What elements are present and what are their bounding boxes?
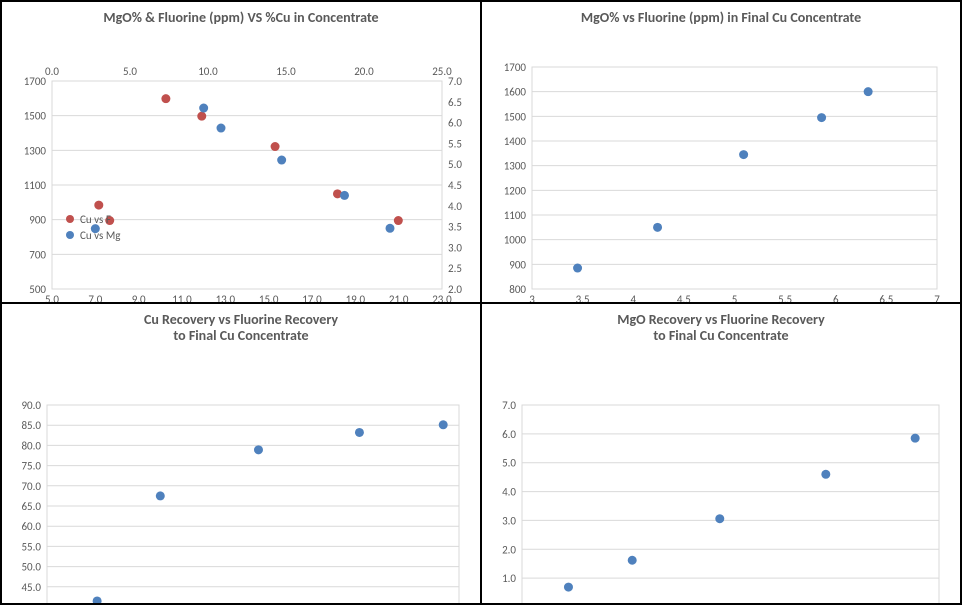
svg-text:4.0: 4.0	[448, 200, 462, 213]
svg-text:5.0: 5.0	[448, 158, 462, 171]
chart-plot-br: 0.01.02.03.04.05.06.07.00.01.02.03.04.05…	[482, 345, 960, 603]
svg-text:1300: 1300	[24, 144, 47, 157]
svg-text:5.5: 5.5	[448, 137, 462, 150]
svg-text:1500: 1500	[504, 110, 527, 123]
svg-text:75.0: 75.0	[21, 460, 41, 473]
svg-text:4.5: 4.5	[677, 293, 691, 302]
svg-text:3.0: 3.0	[502, 515, 516, 528]
svg-text:2.0: 2.0	[502, 543, 516, 556]
svg-text:25.0: 25.0	[432, 65, 452, 78]
svg-text:15.0: 15.0	[276, 65, 296, 78]
svg-text:4.0: 4.0	[502, 486, 516, 499]
svg-text:50.0: 50.0	[21, 561, 41, 574]
svg-text:0.0: 0.0	[502, 601, 516, 603]
chart-plot-bl: 40.0 45.0 50.0 55.0 60.0 65.0 70.0 75.0 80.0 85.0…	[2, 345, 480, 603]
svg-text:45.0: 45.0	[21, 581, 41, 594]
svg-text:500: 500	[29, 283, 46, 296]
svg-text:19.0: 19.0	[346, 293, 366, 302]
svg-text:5.0: 5.0	[45, 293, 59, 302]
svg-text:15.0: 15.0	[259, 293, 279, 302]
svg-text:3.5: 3.5	[576, 293, 590, 302]
svg-text:6.5: 6.5	[879, 293, 893, 302]
svg-text:3: 3	[529, 293, 535, 302]
svg-text:900: 900	[509, 258, 526, 271]
chart-title: MgO% vs Fluorine (ppm) in Final Cu Conce…	[482, 2, 960, 27]
svg-text:85.0: 85.0	[21, 419, 41, 432]
svg-text:5.0: 5.0	[123, 65, 137, 78]
svg-text:3.0: 3.0	[448, 241, 462, 254]
svg-text:5.5: 5.5	[778, 293, 792, 302]
svg-text:1700: 1700	[24, 75, 47, 88]
svg-text:7.0: 7.0	[88, 293, 102, 302]
svg-text:80.0: 80.0	[21, 439, 41, 452]
chart-plot-tr: 800 900 1000 1100 1200 1300 1400 1500 1600 1700 3 3…	[482, 27, 960, 302]
svg-text:3.5: 3.5	[448, 220, 462, 233]
svg-text:1000: 1000	[504, 233, 527, 246]
chart-title: Cu Recovery vs Fluorine Recovery to Fina…	[2, 304, 480, 346]
svg-text:6: 6	[833, 293, 839, 302]
chart-panel-br: MgO Recovery vs Fluorine Recovery to Fin…	[482, 304, 960, 604]
svg-text:13.0: 13.0	[216, 293, 236, 302]
svg-text:60.0: 60.0	[21, 520, 41, 533]
svg-text:700: 700	[29, 248, 46, 261]
chart-panel-tr: MgO% vs Fluorine (ppm) in Final Cu Conce…	[482, 2, 960, 302]
svg-text:1400: 1400	[504, 135, 527, 148]
svg-text:5.0: 5.0	[502, 457, 516, 470]
svg-text:0.0: 0.0	[45, 65, 59, 78]
svg-text:1100: 1100	[504, 209, 527, 222]
svg-text:5: 5	[732, 293, 738, 302]
svg-text:1500: 1500	[24, 109, 47, 122]
svg-text:900: 900	[29, 213, 46, 226]
svg-text:40.0: 40.0	[21, 601, 41, 603]
chart-panel-tl: MgO% & Fluorine (ppm) VS %Cu in Concentr…	[2, 2, 480, 302]
svg-text:Cu vs Mg: Cu vs Mg	[80, 229, 120, 242]
svg-text:1100: 1100	[24, 179, 47, 192]
svg-text:4.5: 4.5	[448, 179, 462, 192]
svg-text:20.0: 20.0	[354, 65, 374, 78]
svg-text:800: 800	[509, 283, 526, 296]
svg-text:Cu vs F: Cu vs F	[80, 213, 111, 226]
svg-text:7.0: 7.0	[502, 399, 516, 412]
svg-text:6.0: 6.0	[502, 428, 516, 441]
svg-text:7: 7	[934, 293, 940, 302]
svg-text:1300: 1300	[504, 159, 527, 172]
svg-text:70.0: 70.0	[21, 480, 41, 493]
svg-text:21.0: 21.0	[389, 293, 409, 302]
svg-text:23.0: 23.0	[432, 293, 452, 302]
svg-text:6.0: 6.0	[448, 116, 462, 129]
svg-text:4: 4	[630, 293, 636, 302]
svg-text:2.5: 2.5	[448, 262, 462, 275]
chart-title: MgO% & Fluorine (ppm) VS %Cu in Concentr…	[2, 2, 480, 27]
chart-panel-bl: Cu Recovery vs Fluorine Recovery to Fina…	[2, 304, 480, 604]
svg-text:10.0: 10.0	[198, 65, 218, 78]
chart-plot-tl: 50070090011001300150017002.02.53.03.54.0…	[2, 27, 480, 302]
svg-text:65.0: 65.0	[21, 500, 41, 513]
svg-text:1700: 1700	[504, 61, 527, 74]
svg-text:1600: 1600	[504, 85, 527, 98]
svg-text:17.0: 17.0	[302, 293, 322, 302]
svg-text:1.0: 1.0	[502, 572, 516, 585]
svg-text:55.0: 55.0	[21, 540, 41, 553]
svg-text:6.5: 6.5	[448, 96, 462, 109]
chart-title: MgO Recovery vs Fluorine Recovery to Fin…	[482, 304, 960, 346]
svg-text:11.0: 11.0	[172, 293, 192, 302]
svg-text:1200: 1200	[504, 184, 527, 197]
svg-text:90.0: 90.0	[21, 399, 41, 412]
svg-text:9.0: 9.0	[132, 293, 146, 302]
